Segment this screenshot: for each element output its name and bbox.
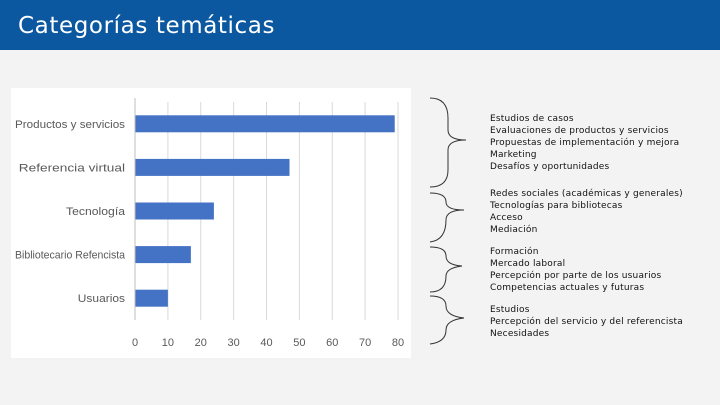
bar <box>135 246 191 264</box>
category-label: Bibliotecario Refencista <box>15 250 126 262</box>
x-tick-label: 10 <box>162 337 174 349</box>
x-tick-label: 80 <box>392 337 404 349</box>
x-tick-label: 30 <box>228 337 240 349</box>
x-tick-label: 50 <box>293 337 305 349</box>
list-item: Percepción por parte de los usuarios <box>490 271 662 281</box>
list-item: Desafíos y oportunidades <box>490 162 610 172</box>
bar-chart-svg: 0 10 20 30 40 50 60 70 80 Productos y servicios Re… <box>15 98 404 349</box>
list-item: Acceso <box>490 213 523 223</box>
category-label: Productos y servicios <box>15 119 126 131</box>
brace-icon <box>429 246 463 293</box>
list-item: Competencias actuales y futuras <box>490 283 645 293</box>
list-item: Percepción del servicio y del referencis… <box>490 317 683 327</box>
x-tick-label: 40 <box>260 337 272 349</box>
brace-connectors <box>429 97 467 345</box>
list-item: Necesidades <box>490 329 550 339</box>
page-title: Categorías temáticas <box>18 13 276 39</box>
list-item: Marketing <box>490 150 537 160</box>
list-item: Redes sociales (académicas y generales) <box>490 189 683 199</box>
bar-chart: 0 10 20 30 40 50 60 70 80 Productos y servicios Re… <box>11 88 411 358</box>
category-label: Referencia virtual <box>19 162 125 174</box>
brace-icon <box>429 97 467 188</box>
x-tick-label: 0 <box>132 337 138 349</box>
topic-group-usuarios: Estudios Percepción del servicio y del r… <box>490 304 683 340</box>
brace-icon <box>429 295 465 345</box>
list-item: Estudios <box>490 305 530 315</box>
bar <box>135 115 395 133</box>
brace-icon <box>429 192 465 243</box>
topic-group-bibliotecario: Formación Mercado laboral Percepción por… <box>490 246 661 294</box>
category-label: Tecnología <box>66 206 126 218</box>
bar <box>135 202 214 220</box>
title-bar: Categorías temáticas <box>0 0 720 50</box>
x-tick-label: 20 <box>195 337 207 349</box>
list-item: Mediación <box>490 225 538 235</box>
list-item: Tecnologías para bibliotecas <box>490 201 623 211</box>
topic-group-productos: Estudios de casos Evaluaciones de produc… <box>490 113 679 173</box>
topic-group-referencia: Redes sociales (académicas y generales) … <box>490 188 683 236</box>
list-item: Evaluaciones de productos y servicios <box>490 126 669 136</box>
x-tick-label: 60 <box>326 337 338 349</box>
bar <box>135 158 290 176</box>
category-label: Usuarios <box>78 293 126 305</box>
list-item: Propuestas de implementación y mejora <box>490 138 680 148</box>
x-tick-label: 70 <box>359 337 371 349</box>
list-item: Formación <box>490 247 539 257</box>
list-item: Estudios de casos <box>490 114 574 124</box>
list-item: Mercado laboral <box>490 259 566 269</box>
bar <box>135 289 168 307</box>
